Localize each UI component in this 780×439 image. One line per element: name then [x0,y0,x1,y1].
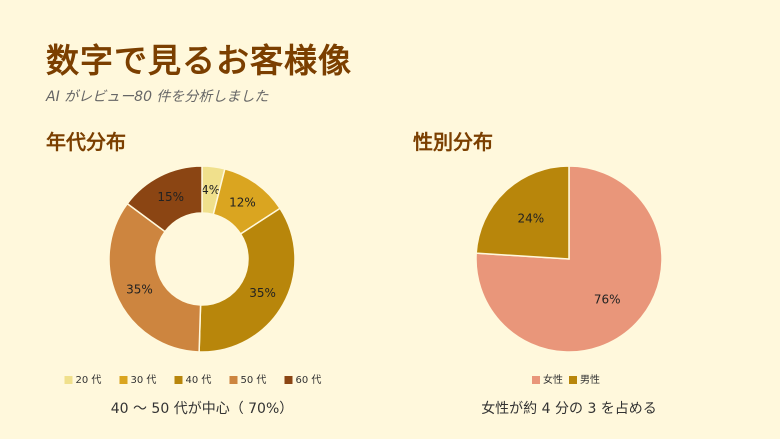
page-subtitle: AI がレビュー80 件を分析しました [46,89,269,105]
age-slice-4 [126,165,203,233]
age-legend-label-1: 30 代 [131,374,157,386]
age-legend-swatch-4 [284,376,293,384]
gender-slice-label-0: 76% [594,293,621,307]
gender-slice-0 [475,165,663,353]
age-legend-swatch-2 [174,376,183,384]
gender-chart-caption: 女性が約 4 分の 3 を占める [481,401,657,417]
gender-legend-swatch-0 [532,376,540,384]
age-slice-label-1: 12% [229,196,256,210]
age-legend-swatch-1 [119,376,128,384]
gender-slice-label-1: 24% [517,211,544,225]
gender-slice-1 [475,165,570,260]
age-legend-label-4: 60 代 [296,374,322,386]
age-chart-title: 年代分布 [46,130,126,154]
page-title: 数字で見るお客様像 [46,41,352,80]
gender-chart-title: 性別分布 [413,130,493,154]
gender-legend-label-1: 男性 [580,373,600,386]
age-legend-swatch-3 [229,376,238,384]
age-slice-2 [198,207,296,353]
age-legend-label-2: 40 代 [186,374,212,386]
age-slice-label-4: 15% [157,190,184,204]
gender-legend-label-0: 女性 [543,373,563,386]
age-slice-label-0: 4% [201,183,220,197]
age-chart-caption: 40 〜 50 代が中心（ 70%） [110,401,294,417]
age-slice-3 [108,202,202,353]
age-slice-label-2: 35% [249,286,276,300]
age-slice-label-3: 35% [126,282,153,296]
age-legend-label-3: 50 代 [241,374,267,386]
age-legend-label-0: 20 代 [76,374,102,386]
age-legend-swatch-0 [64,376,73,384]
gender-legend-swatch-1 [569,376,577,384]
